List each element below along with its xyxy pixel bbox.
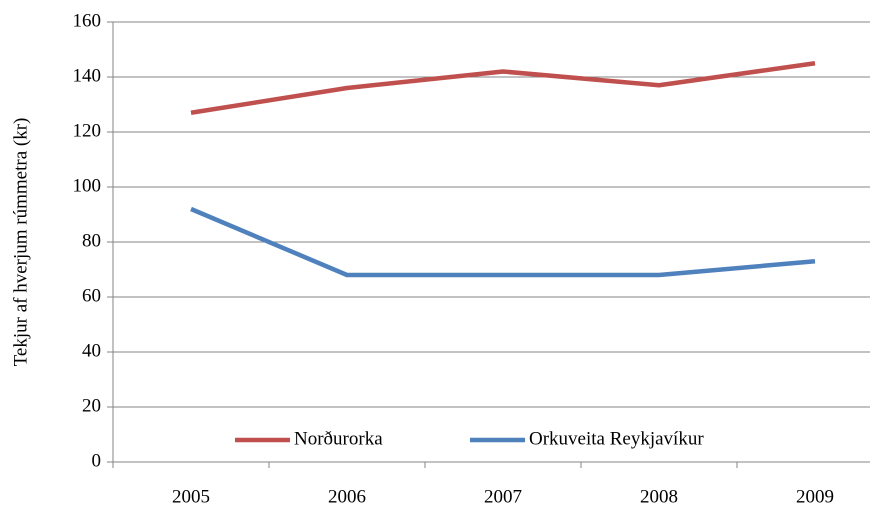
x-tick-label: 2009 bbox=[796, 486, 834, 507]
x-tick-label: 2006 bbox=[328, 486, 366, 507]
y-tick-label: 40 bbox=[82, 340, 101, 361]
y-tick-label: 120 bbox=[73, 120, 102, 141]
legend-label: Orkuveita Reykjavíkur bbox=[529, 428, 704, 449]
legend-label: Norðurorka bbox=[294, 428, 383, 449]
y-tick-label: 0 bbox=[92, 450, 102, 471]
y-tick-label: 20 bbox=[82, 395, 101, 416]
y-tick-label: 80 bbox=[82, 230, 101, 251]
y-tick-label: 60 bbox=[82, 285, 101, 306]
y-tick-label: 160 bbox=[73, 10, 102, 31]
y-tick-label: 140 bbox=[73, 65, 102, 86]
series-line bbox=[190, 206, 816, 278]
x-tick-label: 2007 bbox=[484, 486, 522, 507]
x-tick-label: 2005 bbox=[172, 486, 210, 507]
y-axis-label: Tekjur af hverjum rúmmetra (kr) bbox=[10, 118, 31, 367]
y-tick-label: 100 bbox=[73, 175, 102, 196]
series-line bbox=[190, 61, 816, 115]
x-tick-label: 2008 bbox=[640, 486, 678, 507]
